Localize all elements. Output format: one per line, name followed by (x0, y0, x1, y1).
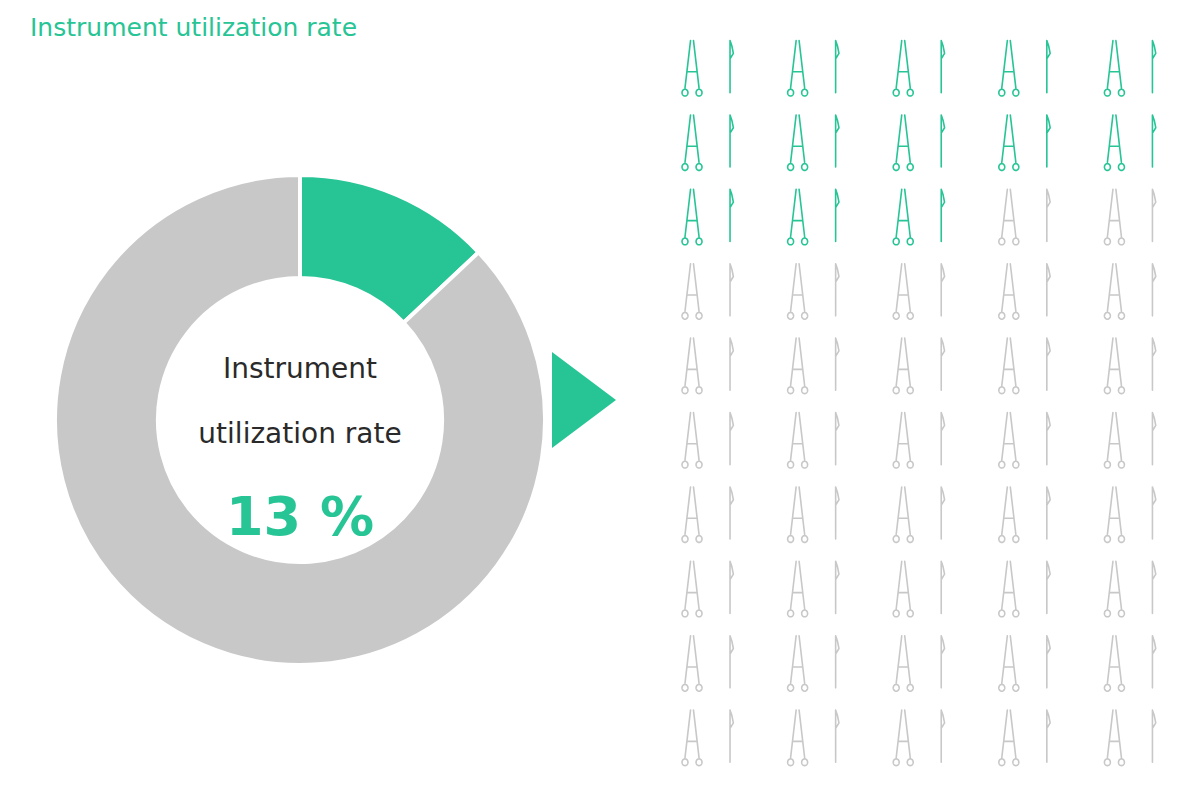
instrument-icon (788, 710, 839, 765)
instrument-icon (682, 338, 733, 393)
arrow (552, 352, 616, 448)
instrument-icon (682, 710, 733, 765)
chart-canvas: Instrument utilization rate Instrument uti… (0, 0, 1200, 800)
donut-slice (55, 175, 545, 665)
instrument-icon (893, 264, 944, 319)
pictogram (682, 41, 1156, 766)
instrument-icon (999, 636, 1050, 691)
instrument-icon (682, 636, 733, 691)
instrument-icon (1104, 115, 1155, 170)
instrument-icon (1104, 710, 1155, 765)
instrument-icon (682, 487, 733, 542)
instrument-icon (999, 561, 1050, 616)
instrument-icon (682, 264, 733, 319)
title: Instrument utilization rate (30, 13, 357, 42)
instrument-icon (1104, 561, 1155, 616)
instrument-icon (999, 115, 1050, 170)
center-value: 13 % (226, 485, 374, 548)
instrument-icon (788, 636, 839, 691)
donut: Instrument utilization rate 13 % (55, 175, 545, 665)
center-label: utilization rate (198, 417, 401, 450)
instrument-icon (893, 189, 944, 244)
instrument-icon (893, 561, 944, 616)
instrument-icon (682, 413, 733, 468)
instrument-icon (999, 189, 1050, 244)
instrument-icon (999, 413, 1050, 468)
instrument-icon (1104, 264, 1155, 319)
instrument-icon (999, 41, 1050, 96)
instrument-icon (682, 41, 733, 96)
instrument-icon (682, 115, 733, 170)
instrument-icon (999, 264, 1050, 319)
instrument-icon (682, 561, 733, 616)
instrument-icon (788, 189, 839, 244)
instrument-icon (788, 338, 839, 393)
instrument-icon (1104, 189, 1155, 244)
center-label: Instrument (223, 352, 377, 385)
instrument-icon (893, 338, 944, 393)
instrument-icon (788, 487, 839, 542)
instrument-icon (682, 189, 733, 244)
instrument-icon (999, 710, 1050, 765)
instrument-icon (788, 115, 839, 170)
instrument-icon (788, 561, 839, 616)
instrument-icon (1104, 41, 1155, 96)
instrument-icon (788, 264, 839, 319)
instrument-icon (893, 636, 944, 691)
instrument-icon (788, 41, 839, 96)
instrument-icon (1104, 338, 1155, 393)
instrument-icon (788, 413, 839, 468)
instrument-icon (1104, 413, 1155, 468)
instrument-icon (893, 41, 944, 96)
instrument-icon (1104, 487, 1155, 542)
instrument-icon (893, 487, 944, 542)
instrument-icon (999, 338, 1050, 393)
instrument-icon (893, 710, 944, 765)
instrument-icon (893, 413, 944, 468)
instrument-icon (893, 115, 944, 170)
instrument-icon (999, 487, 1050, 542)
instrument-icon (1104, 636, 1155, 691)
